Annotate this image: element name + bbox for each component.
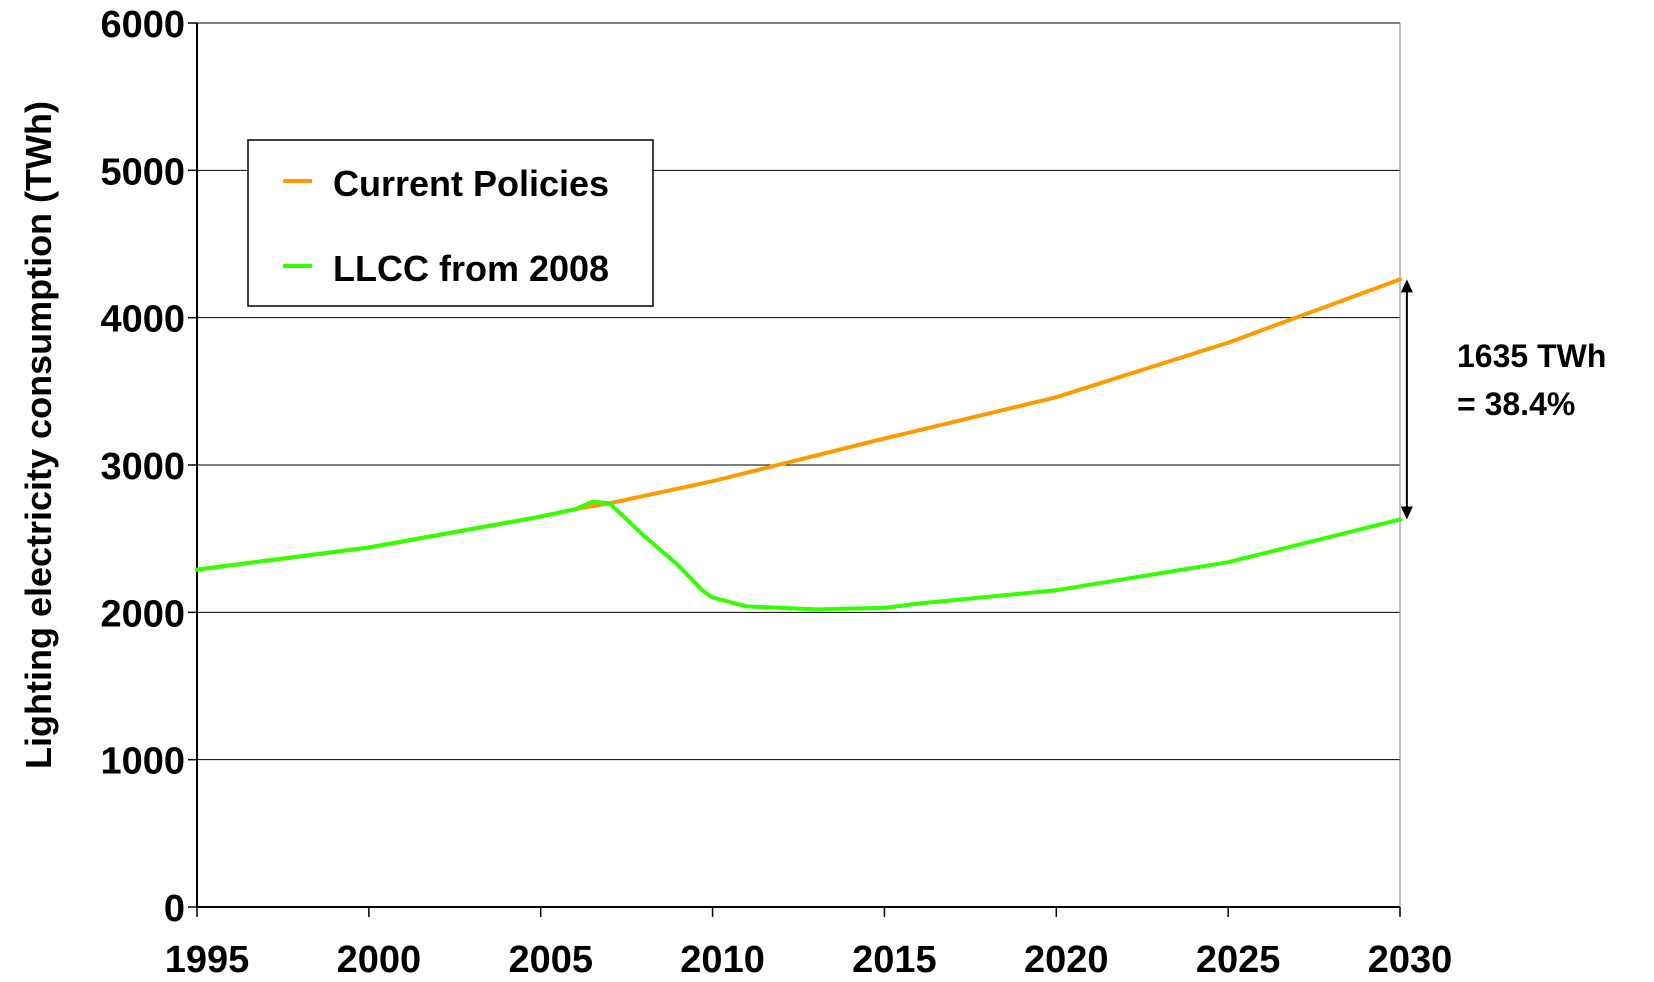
- series-line-llcc-from-2008: [195, 499, 1402, 612]
- y-tick-label-3000: 3000: [100, 446, 185, 488]
- y-tick-labels: 0 1000 2000 3000 4000 5000 6000: [100, 4, 185, 930]
- x-tick-labels: 1995 2000 2005 2010 2015 2020 2025 2030: [165, 907, 1453, 981]
- legend: Current Policies LLCC from 2008: [247, 139, 654, 307]
- x-tick-label-2005: 2005: [508, 939, 593, 981]
- gap-arrow-head-bottom: [1400, 506, 1413, 520]
- y-tick-label-6000: 6000: [100, 4, 185, 46]
- series-line-current-policies: [195, 277, 1402, 572]
- x-tick-label-2010: 2010: [680, 939, 765, 981]
- x-tick-label-1995: 1995: [165, 939, 250, 981]
- legend-label-llcc-from-2008: LLCC from 2008: [333, 248, 609, 289]
- x-tick-label-2020: 2020: [1024, 939, 1109, 981]
- y-tick-label-5000: 5000: [100, 151, 185, 193]
- x-tick-label-2000: 2000: [337, 939, 422, 981]
- y-tick-label-0: 0: [164, 888, 185, 930]
- gap-arrow-head-top: [1400, 279, 1413, 293]
- y-axis-label: Lighting electricity consumption (TWh): [18, 101, 59, 769]
- legend-label-current-policies: Current Policies: [333, 163, 609, 204]
- gap-annotation: 1635 TWh = 38.4%: [1400, 279, 1606, 520]
- legend-box: [247, 139, 654, 307]
- x-tick-label-2015: 2015: [852, 939, 937, 981]
- y-tick-label-2000: 2000: [100, 593, 185, 635]
- x-tick-label-2030: 2030: [1368, 939, 1453, 981]
- series-layer: [195, 277, 1402, 612]
- y-tick-label-4000: 4000: [100, 299, 185, 341]
- gap-annotation-line1: 1635 TWh: [1457, 338, 1606, 374]
- y-tick-label-1000: 1000: [100, 741, 185, 783]
- axes: [196, 23, 1401, 908]
- gap-annotation-line2: = 38.4%: [1457, 386, 1575, 422]
- x-tick-label-2025: 2025: [1196, 939, 1281, 981]
